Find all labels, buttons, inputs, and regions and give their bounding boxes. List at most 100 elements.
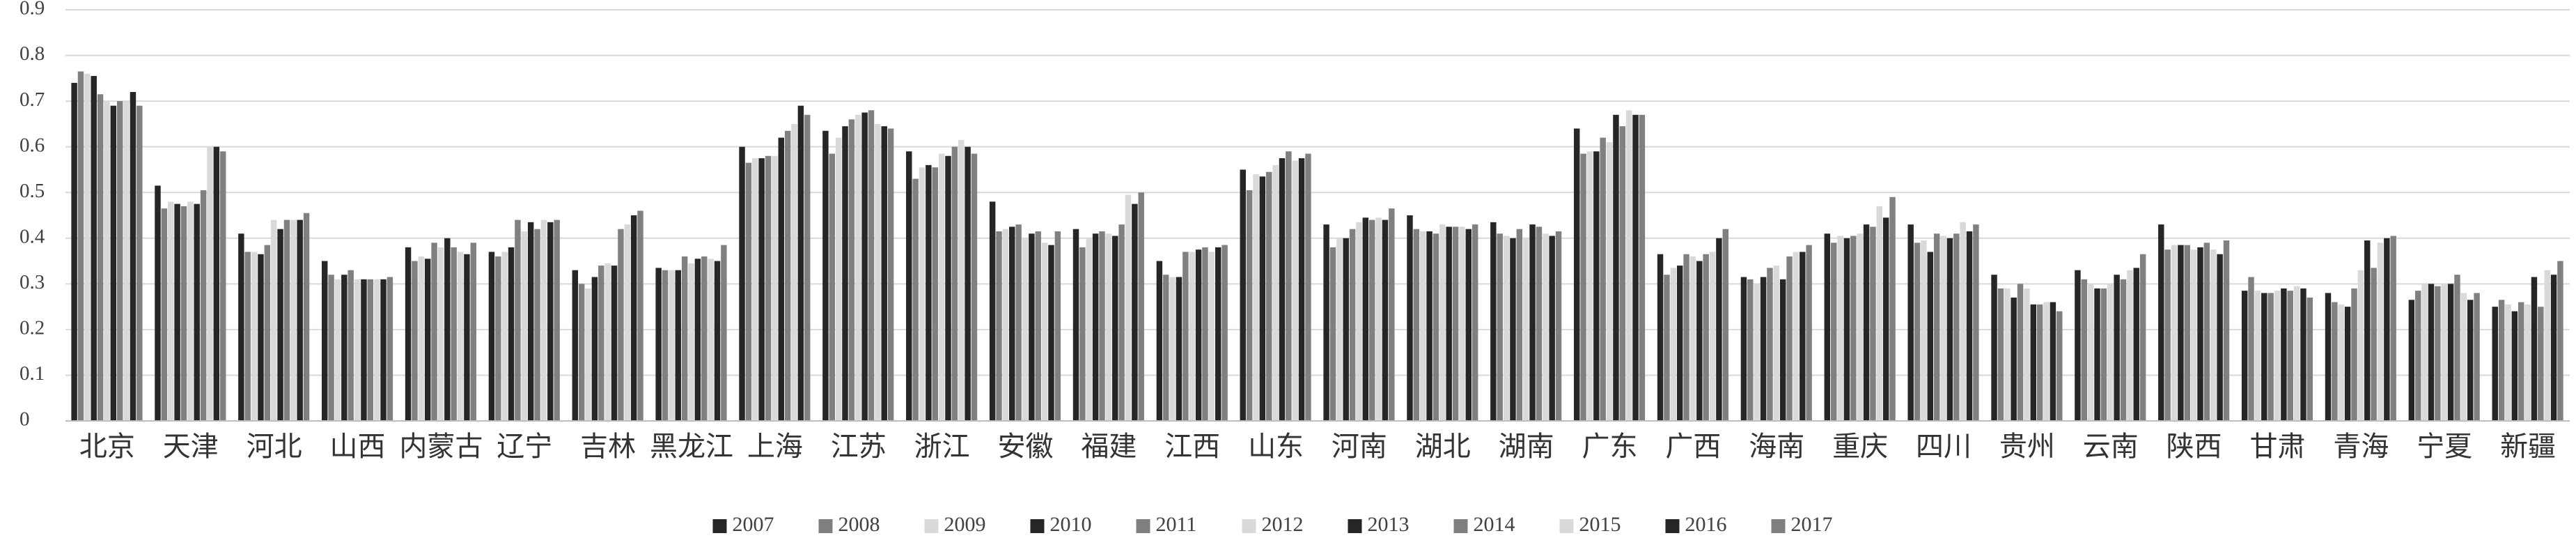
bar [868, 110, 875, 421]
bar [1889, 197, 1896, 421]
bar [547, 222, 554, 421]
bar [1773, 266, 1780, 421]
bar [675, 270, 682, 421]
bar [187, 201, 194, 421]
bar [1946, 238, 1953, 421]
bar [1202, 247, 1208, 421]
bar [1863, 224, 1870, 421]
bar [470, 243, 477, 421]
bar [1516, 229, 1523, 421]
bar [1549, 236, 1555, 421]
bar [2384, 238, 2390, 421]
bar [2100, 288, 2107, 421]
x-tick-label: 黑龙江 [650, 431, 733, 462]
x-tick-label: 湖南 [1499, 431, 1554, 462]
bar [1259, 176, 1266, 421]
bar [1966, 231, 1973, 421]
bar [2550, 275, 2557, 421]
bar [2344, 307, 2351, 421]
bar [861, 112, 868, 421]
bar [1536, 226, 1543, 421]
bar [2030, 304, 2036, 421]
bar [1413, 229, 1420, 421]
bar [1389, 208, 1395, 421]
bar [1800, 252, 1806, 421]
bar [2428, 284, 2435, 421]
bar [297, 220, 303, 421]
bar [71, 82, 77, 421]
bar [1793, 252, 1800, 421]
bar [1072, 229, 1079, 421]
bar [2441, 284, 2447, 421]
bar [373, 279, 380, 421]
bar [1600, 137, 1606, 422]
bar [1272, 164, 1279, 421]
bar [1215, 247, 1221, 421]
bar [380, 279, 387, 421]
bar [2004, 288, 2011, 421]
bar [136, 105, 143, 421]
bar [1079, 247, 1086, 421]
bar [1625, 110, 1632, 421]
bar [412, 261, 418, 421]
bar [270, 220, 277, 421]
bar [534, 229, 540, 421]
bar [2467, 300, 2474, 421]
x-tick-label: 海南 [1749, 431, 1804, 462]
bar [2114, 275, 2120, 421]
x-tick-label: 辽宁 [497, 431, 552, 462]
bar [334, 279, 341, 421]
bar [1991, 275, 1997, 421]
bar [1555, 231, 1562, 421]
bar [1099, 231, 1105, 421]
bar [110, 105, 117, 421]
bar [1857, 233, 1863, 421]
legend-label: 2012 [1262, 513, 1304, 536]
bar [2127, 270, 2133, 421]
x-tick-label: 广东 [1582, 431, 1638, 462]
bar [1824, 233, 1831, 421]
bar [1670, 268, 1677, 421]
bar [1176, 277, 1182, 421]
legend-swatch [1559, 519, 1574, 533]
bar [123, 101, 130, 421]
bar [2164, 249, 2171, 421]
bar [2274, 291, 2281, 421]
bar [887, 128, 894, 421]
bar [2190, 249, 2197, 421]
bar [1349, 229, 1356, 421]
bar [2081, 279, 2087, 421]
bar [1543, 233, 1549, 421]
x-tick-label: 陕西 [2167, 431, 2222, 462]
bar [2171, 245, 2178, 421]
bar [1709, 252, 1716, 421]
bar [2011, 298, 2017, 421]
legend-swatch [924, 519, 939, 533]
bar [1092, 233, 1099, 421]
bar [168, 201, 174, 421]
bar [1452, 226, 1459, 421]
bar [989, 201, 996, 421]
bar [2024, 288, 2030, 421]
bar [778, 137, 784, 422]
bar [2371, 268, 2377, 421]
legend-swatch [712, 519, 727, 533]
x-tick-label: 重庆 [1832, 431, 1888, 462]
bar [321, 261, 328, 421]
bar [1208, 252, 1215, 421]
bar [91, 76, 97, 422]
bar [1606, 142, 1613, 421]
bar [367, 279, 374, 421]
bar [1105, 233, 1112, 421]
bar [1195, 249, 1202, 421]
bar [418, 256, 425, 421]
legend-label: 2008 [838, 513, 880, 536]
x-tick-label: 四川 [1916, 431, 1972, 462]
bar [1676, 266, 1683, 421]
legend-swatch [818, 519, 833, 533]
bar [387, 277, 393, 421]
legend-swatch [1348, 519, 1362, 533]
bar [2332, 302, 2338, 421]
bar [155, 185, 161, 421]
bar [971, 153, 978, 421]
